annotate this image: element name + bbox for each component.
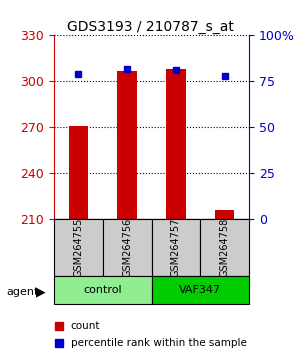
Text: GDS3193 / 210787_s_at: GDS3193 / 210787_s_at — [67, 19, 233, 34]
FancyBboxPatch shape — [152, 276, 249, 304]
FancyBboxPatch shape — [103, 219, 152, 276]
FancyBboxPatch shape — [200, 219, 249, 276]
Text: GSM264756: GSM264756 — [122, 218, 132, 278]
Bar — [69, 126, 88, 219]
Bar — [215, 210, 234, 219]
Text: GSM264758: GSM264758 — [220, 218, 230, 278]
Text: GSM264755: GSM264755 — [74, 218, 83, 278]
Text: percentile rank within the sample: percentile rank within the sample — [71, 338, 247, 348]
Bar — [166, 69, 186, 219]
Text: control: control — [83, 285, 122, 295]
Text: agent: agent — [6, 287, 38, 297]
FancyBboxPatch shape — [54, 276, 152, 304]
Text: VAF347: VAF347 — [179, 285, 221, 295]
FancyBboxPatch shape — [54, 219, 103, 276]
Text: ▶: ▶ — [36, 286, 45, 298]
Bar — [117, 71, 137, 219]
FancyBboxPatch shape — [152, 219, 200, 276]
Text: count: count — [71, 321, 100, 331]
Text: GSM264757: GSM264757 — [171, 218, 181, 278]
